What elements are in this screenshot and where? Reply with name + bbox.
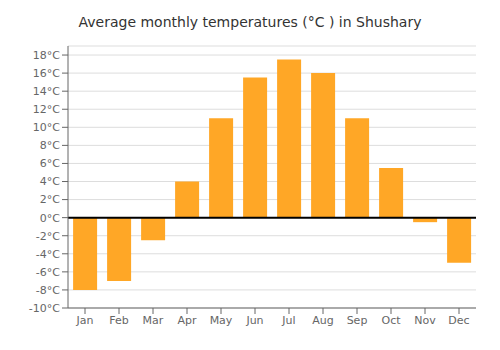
- svg-text:4°C: 4°C: [40, 175, 60, 188]
- svg-text:Mar: Mar: [143, 314, 164, 327]
- svg-text:Sep: Sep: [347, 314, 368, 327]
- svg-text:2°C: 2°C: [40, 193, 60, 206]
- svg-text:-6°C: -6°C: [36, 266, 60, 279]
- svg-text:Jun: Jun: [245, 314, 263, 327]
- svg-text:12°C: 12°C: [33, 103, 60, 116]
- svg-text:0°C: 0°C: [40, 212, 60, 225]
- svg-text:16°C: 16°C: [33, 67, 60, 80]
- svg-text:10°C: 10°C: [33, 121, 60, 134]
- svg-text:18°C: 18°C: [33, 49, 60, 62]
- svg-text:Oct: Oct: [381, 314, 401, 327]
- svg-text:-10°C: -10°C: [29, 302, 60, 315]
- svg-text:May: May: [210, 314, 233, 327]
- svg-text:14°C: 14°C: [33, 85, 60, 98]
- svg-text:8°C: 8°C: [40, 139, 60, 152]
- svg-text:Jul: Jul: [281, 314, 295, 327]
- svg-text:-4°C: -4°C: [36, 248, 60, 261]
- svg-text:6°C: 6°C: [40, 157, 60, 170]
- svg-text:Jan: Jan: [76, 314, 94, 327]
- svg-text:Dec: Dec: [448, 314, 469, 327]
- svg-text:-2°C: -2°C: [36, 230, 60, 243]
- html-text:Average monthly temperatures (: Average monthly temperatures (°C ) in Sh…: [78, 14, 422, 30]
- svg-text:-8°C: -8°C: [36, 284, 60, 297]
- svg-text:Nov: Nov: [414, 314, 436, 327]
- svg-text:Feb: Feb: [109, 314, 128, 327]
- svg-text:Aug: Aug: [312, 314, 333, 327]
- svg-text:Apr: Apr: [177, 314, 197, 327]
